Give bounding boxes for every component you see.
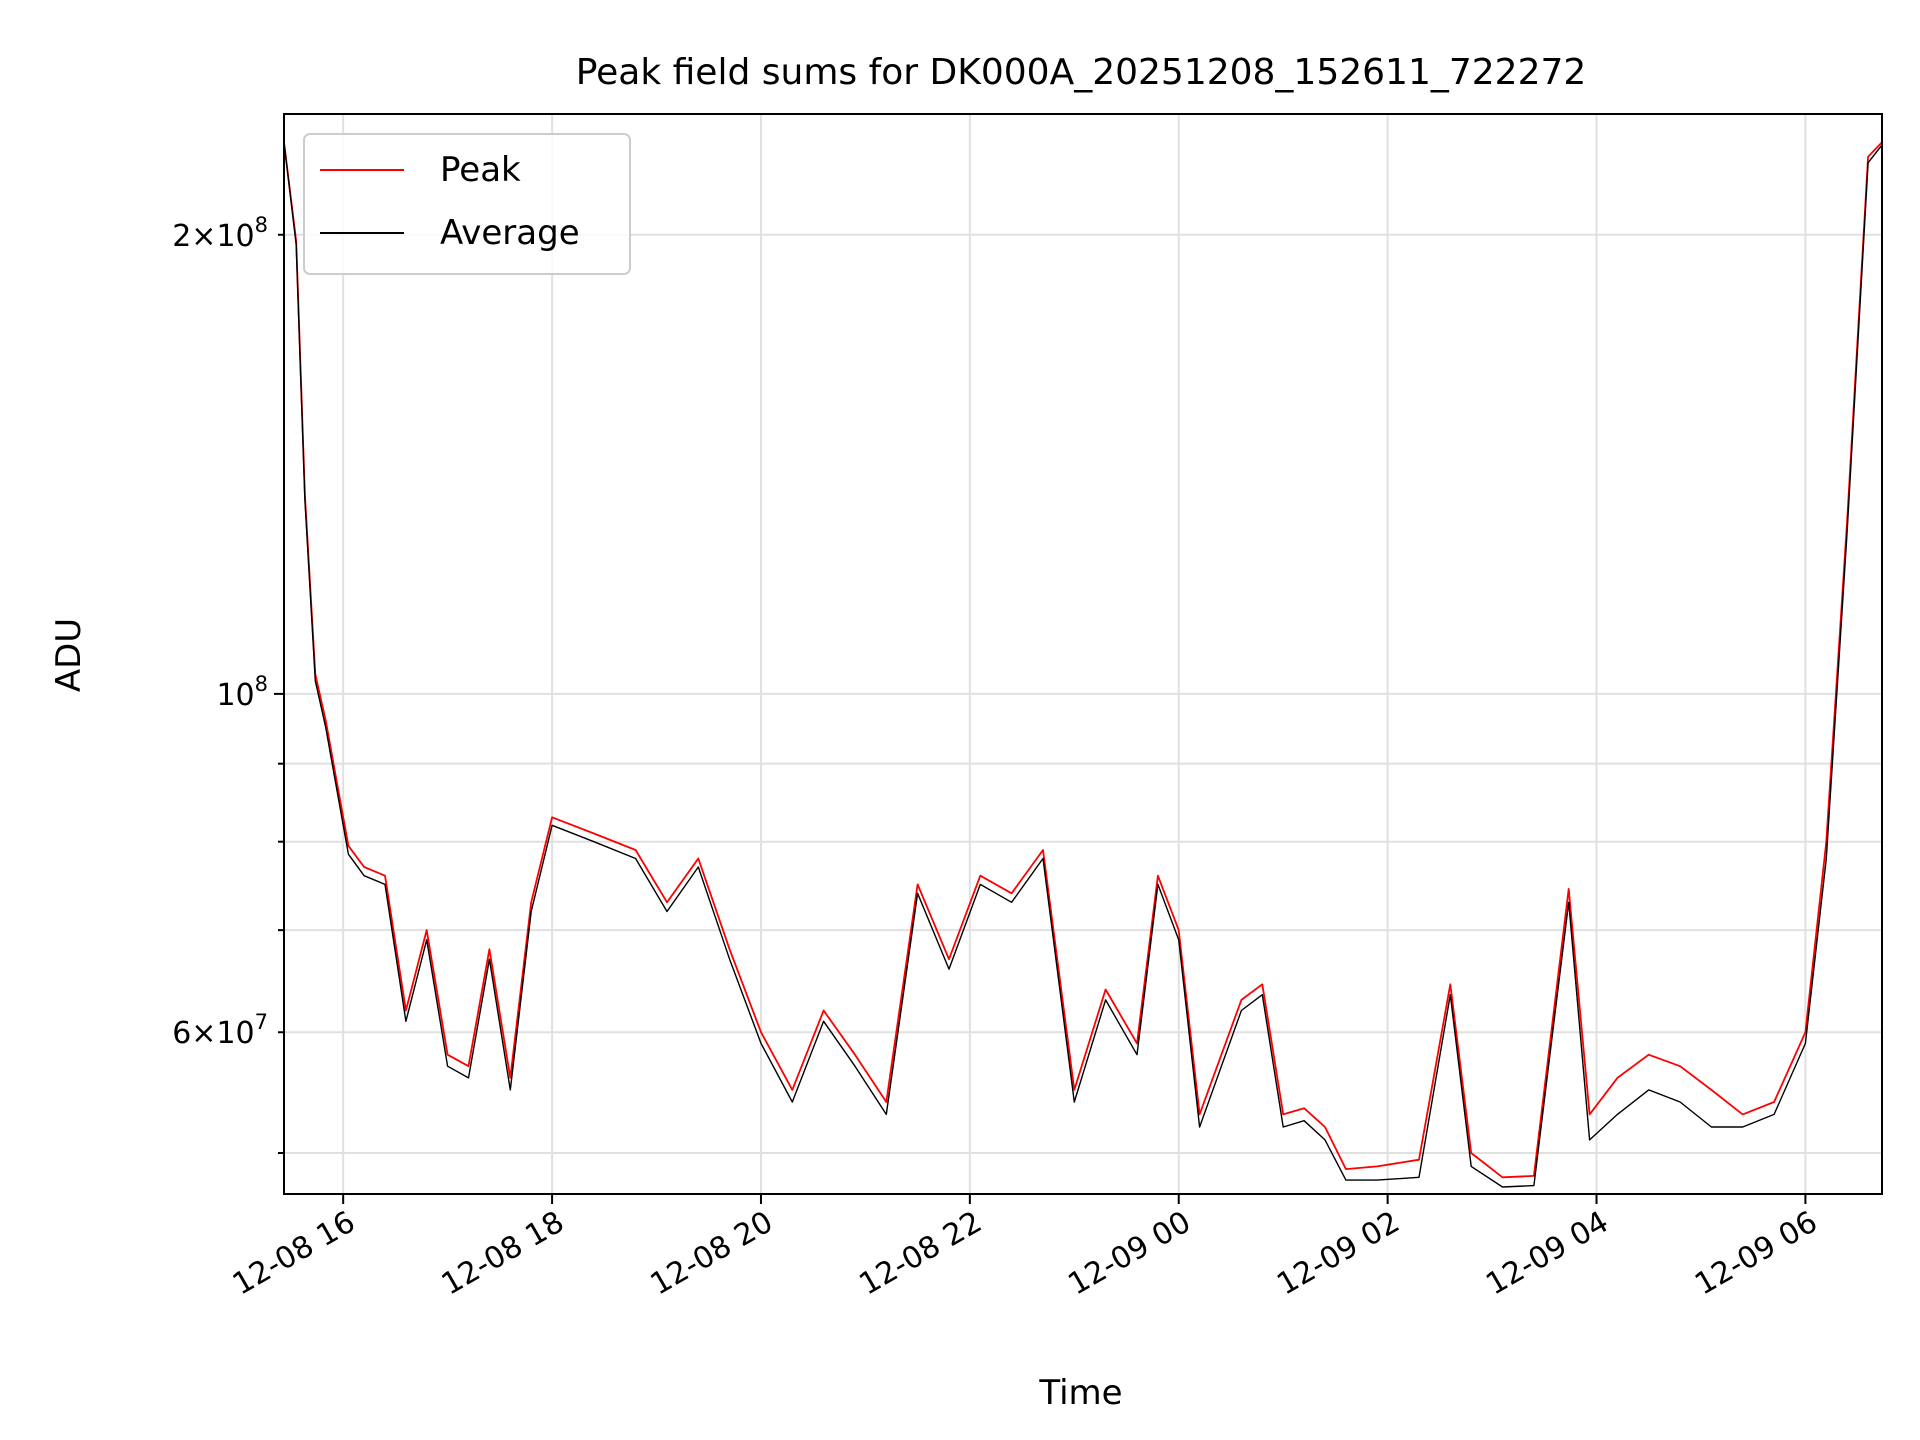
y-tick-label: 2×108 xyxy=(172,213,268,254)
grid-layer xyxy=(284,114,1882,1194)
legend-label-average: Average xyxy=(440,213,580,253)
series-line-peak xyxy=(283,141,1883,1179)
y-axis-label: ADU xyxy=(49,618,89,692)
legend-label-peak: Peak xyxy=(440,150,521,190)
chart-title: Peak field sums for DK000A_20251208_1526… xyxy=(576,52,1587,93)
series-line-average xyxy=(283,142,1883,1188)
x-axis-label: Time xyxy=(1038,1373,1122,1413)
plot-frame xyxy=(283,113,1883,1195)
y-tick-label: 6×107 xyxy=(172,1010,268,1051)
series-layer xyxy=(283,141,1883,1188)
legend: Peak Average xyxy=(303,133,631,275)
y-tick-label: 108 xyxy=(216,672,268,713)
